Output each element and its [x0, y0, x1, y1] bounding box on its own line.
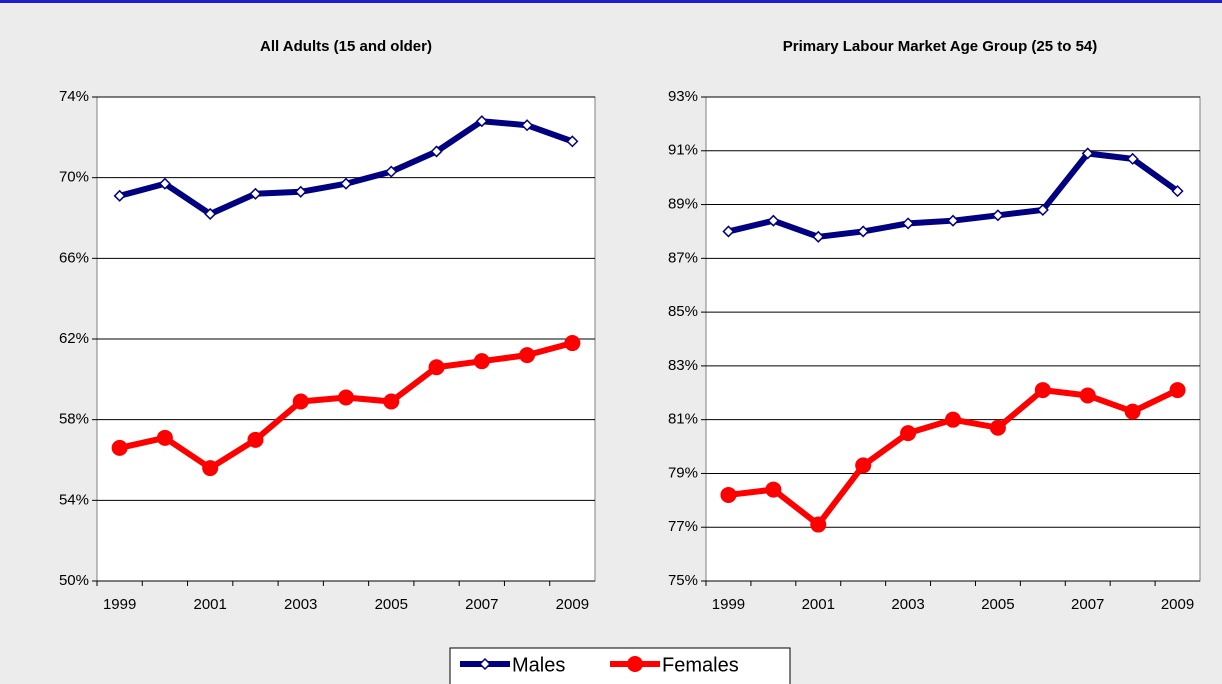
y-tick-label: 62% — [59, 330, 89, 347]
marker — [902, 217, 915, 230]
y-tick-label: 58% — [59, 411, 89, 428]
legend-label: Males — [512, 654, 565, 676]
y-tick-label: 89% — [668, 196, 698, 213]
plot-area — [705, 96, 1201, 582]
y-tick-label: 54% — [59, 491, 89, 508]
marker — [111, 439, 128, 456]
legend: Males Females — [449, 647, 791, 684]
marker — [991, 209, 1004, 222]
top-border — [0, 0, 1222, 3]
x-tick-label: 2003 — [284, 596, 317, 613]
y-tick-label: 87% — [668, 249, 698, 266]
marker — [767, 214, 780, 227]
x-tick-label: 2009 — [1161, 596, 1194, 613]
marker — [722, 225, 735, 238]
y-tick-label: 81% — [668, 411, 698, 428]
y-tick-label: 85% — [668, 303, 698, 320]
marker — [945, 411, 961, 428]
y-tick-label: 79% — [668, 464, 698, 481]
marker — [428, 359, 445, 376]
marker — [566, 135, 579, 148]
y-tick-label: 93% — [668, 88, 698, 105]
marker — [158, 177, 171, 190]
marker — [1126, 152, 1139, 165]
marker — [812, 230, 825, 243]
chart-title: All Adults (15 and older) — [260, 38, 432, 55]
x-tick-label: 2001 — [193, 596, 226, 613]
marker — [430, 145, 443, 158]
marker — [156, 429, 173, 446]
marker — [383, 393, 400, 410]
marker — [900, 425, 917, 442]
marker — [946, 214, 960, 227]
marker — [247, 431, 264, 448]
chart-title: Primary Labour Market Age Group (25 to 5… — [783, 38, 1098, 55]
y-tick-label: 83% — [668, 357, 698, 374]
marker — [521, 119, 534, 132]
marker — [857, 225, 870, 238]
x-tick-label: 2005 — [375, 596, 408, 613]
y-tick-label: 66% — [59, 249, 89, 266]
marker — [1124, 403, 1141, 420]
marker — [1171, 185, 1184, 198]
marker — [339, 177, 353, 190]
marker — [338, 389, 354, 406]
x-tick-label: 2007 — [465, 596, 498, 613]
y-tick-label: 75% — [668, 572, 698, 589]
marker — [294, 185, 307, 198]
x-tick-label: 1999 — [103, 596, 136, 613]
legend-label: Females — [662, 654, 739, 676]
marker — [1081, 147, 1094, 160]
marker — [720, 486, 737, 503]
y-tick-label: 74% — [59, 88, 89, 105]
marker — [519, 347, 536, 364]
marker — [765, 481, 782, 498]
marker — [249, 187, 262, 200]
marker — [475, 115, 488, 128]
marker — [473, 353, 490, 370]
marker — [810, 516, 827, 533]
legend-marker — [627, 656, 643, 672]
y-tick-label: 91% — [668, 142, 698, 159]
y-tick-label: 70% — [59, 169, 89, 186]
marker — [1169, 382, 1186, 399]
marker — [989, 419, 1006, 436]
marker — [385, 165, 398, 178]
x-tick-label: 1999 — [712, 596, 745, 613]
marker — [1079, 387, 1096, 404]
y-tick-label: 77% — [668, 518, 698, 535]
x-tick-label: 2009 — [556, 596, 589, 613]
marker — [855, 457, 872, 474]
x-tick-label: 2007 — [1071, 596, 1104, 613]
marker — [564, 335, 581, 352]
marker — [1036, 203, 1049, 216]
y-tick-label: 50% — [59, 572, 89, 589]
marker — [1034, 382, 1051, 399]
x-tick-label: 2003 — [891, 596, 924, 613]
x-tick-label: 2005 — [981, 596, 1014, 613]
x-tick-label: 2001 — [802, 596, 835, 613]
marker — [202, 460, 219, 477]
marker — [113, 189, 126, 202]
marker — [292, 393, 309, 410]
legend-marker — [478, 657, 492, 671]
marker — [204, 207, 217, 221]
